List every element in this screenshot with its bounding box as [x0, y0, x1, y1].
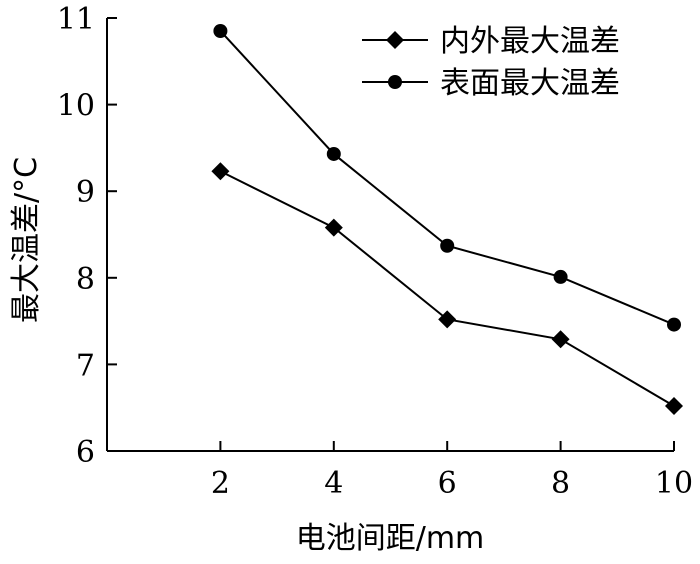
y-tick-label: 8 — [76, 262, 95, 297]
data-point — [667, 317, 681, 332]
chart-ticks: 6 7 8 9 10 11 2 4 6 8 10 — [57, 2, 693, 501]
y-tick-label: 6 — [76, 435, 95, 470]
y-tick-label: 10 — [57, 89, 95, 124]
chart-axes — [106, 18, 674, 452]
legend-item: 表面最大温差 — [362, 66, 620, 101]
data-point — [553, 269, 568, 284]
y-tick-label: 11 — [57, 2, 95, 37]
series-line — [219, 170, 675, 407]
data-point — [211, 162, 230, 181]
x-tick-label: 4 — [324, 466, 343, 501]
x-tick-label: 10 — [655, 466, 693, 501]
legend-marker — [388, 75, 402, 89]
series-2 — [213, 23, 681, 332]
y-tick-label: 7 — [76, 348, 95, 383]
x-tick-label: 2 — [211, 466, 230, 501]
x-axis-label: 电池间距/mm — [296, 521, 485, 556]
y-tick-label: 9 — [76, 175, 95, 210]
chart-series — [211, 23, 683, 415]
x-tick-label: 8 — [551, 466, 570, 501]
data-point — [324, 218, 343, 237]
data-point — [213, 23, 228, 38]
data-point — [438, 310, 457, 329]
data-point — [326, 146, 341, 161]
legend-label: 内外最大温差 — [440, 24, 620, 59]
y-axis-label: 最大温差/°C — [9, 157, 44, 323]
legend-label: 表面最大温差 — [440, 66, 620, 101]
series-1 — [211, 162, 683, 415]
data-point — [551, 330, 570, 349]
legend-marker — [386, 31, 404, 49]
legend-item: 内外最大温差 — [362, 24, 620, 59]
x-tick-label: 6 — [438, 466, 457, 501]
data-point — [440, 238, 455, 253]
data-point — [665, 396, 683, 415]
